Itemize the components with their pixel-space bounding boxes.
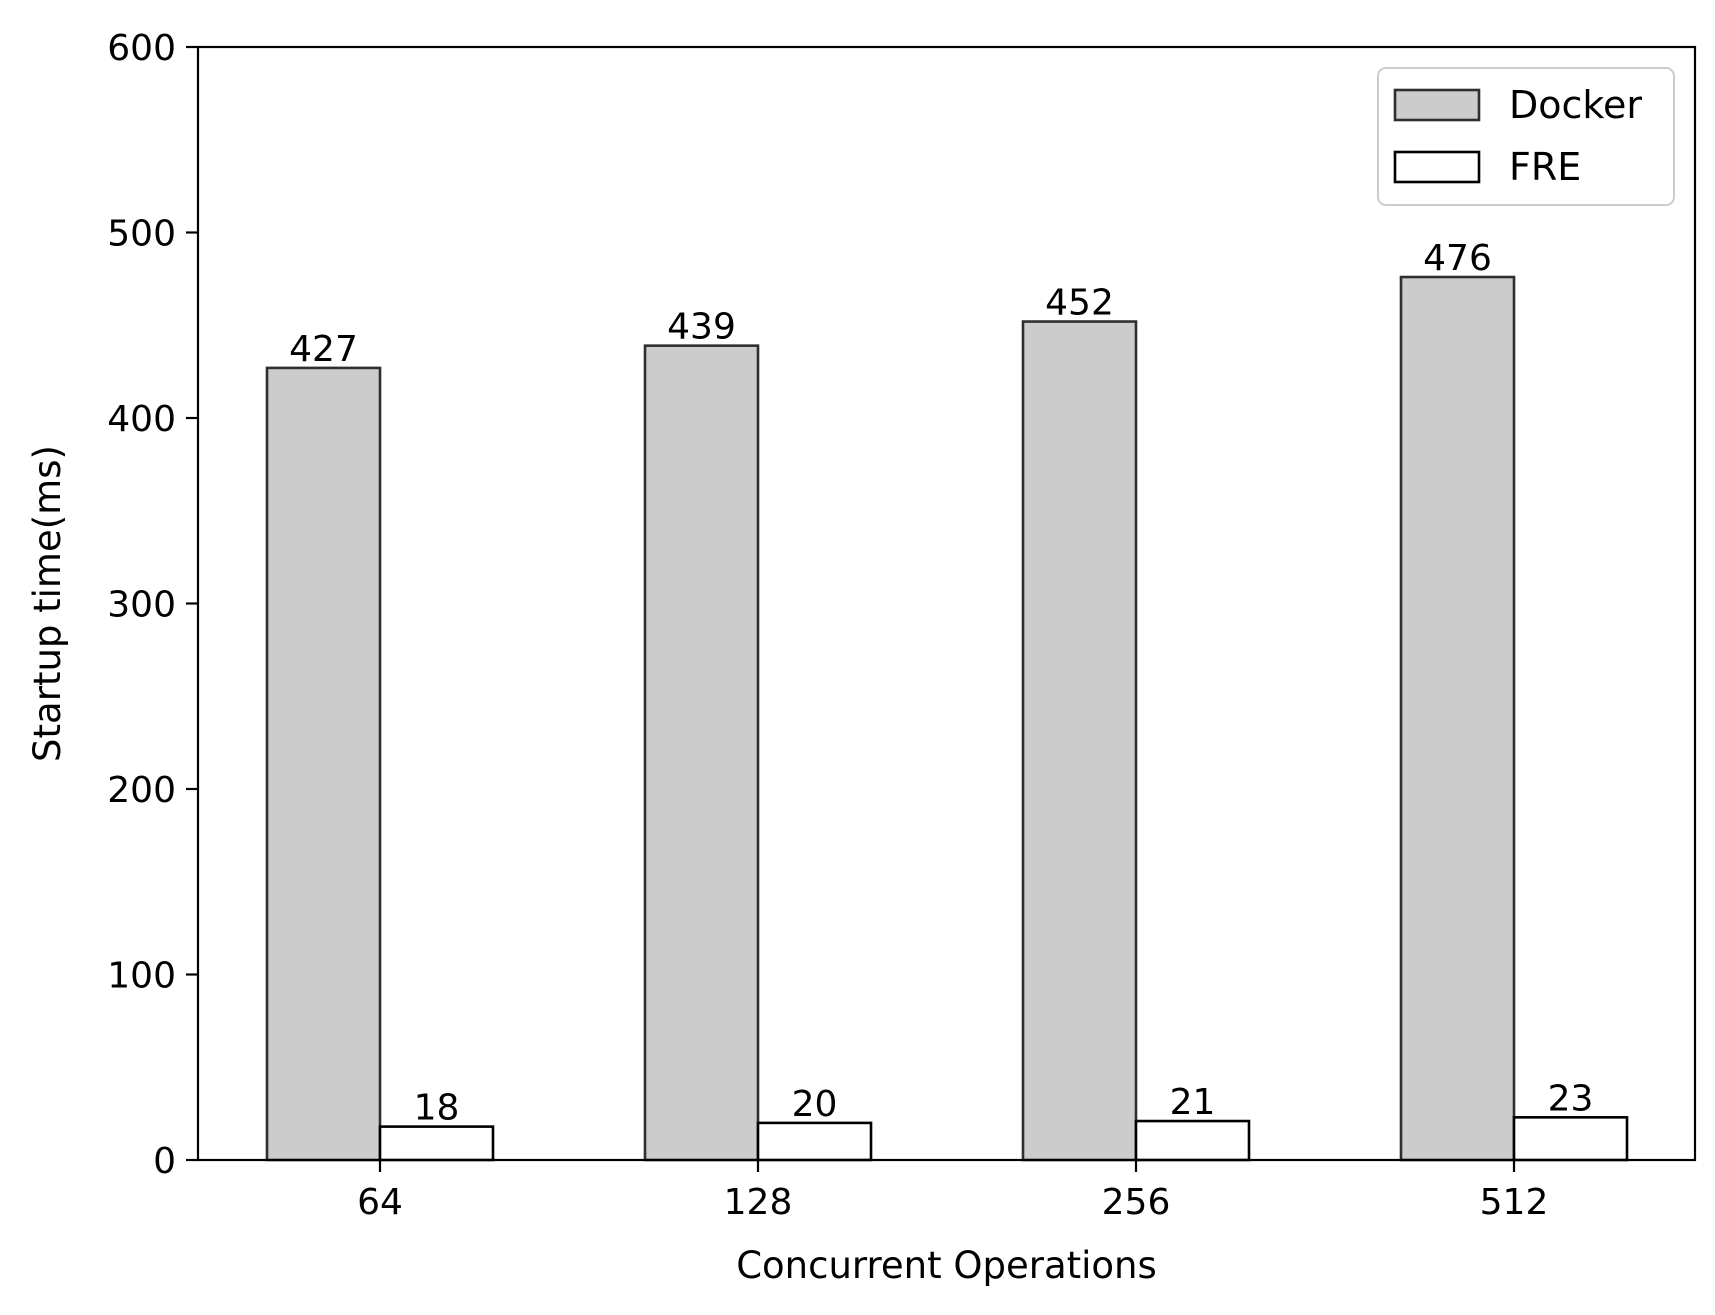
data-label-fre-128: 20 [792,1084,838,1125]
bars-layer [265,275,1629,1162]
x-tick-label-128: 128 [724,1182,793,1223]
legend-swatch-docker [1393,88,1481,122]
y-tick-label-300: 300 [107,585,176,626]
bar-fre-128 [756,1121,873,1162]
data-label-docker-256: 452 [1045,283,1114,324]
data-label-docker-128: 439 [667,307,736,348]
legend-label-fre: FRE [1509,145,1581,189]
bar-fre-256 [1134,1119,1251,1162]
y-tick-label-0: 0 [153,1141,176,1182]
y-tick-label-100: 100 [107,956,176,997]
y-tick-label-200: 200 [107,770,176,811]
bar-docker-64 [265,366,382,1162]
x-axis: 64 128 256 512 [357,1160,1548,1223]
legend: Docker FRE [1377,67,1675,206]
x-axis-title: Concurrent Operations [736,1244,1157,1287]
bar-docker-512 [1399,275,1516,1162]
data-label-fre-256: 21 [1170,1082,1216,1123]
y-axis-title: Startup time(ms) [26,445,69,762]
data-label-fre-64: 18 [414,1088,460,1129]
x-tick-label-64: 64 [357,1182,403,1223]
legend-swatch-fre [1393,150,1481,184]
x-tick-label-256: 256 [1102,1182,1171,1223]
data-label-fre-512: 23 [1548,1078,1594,1119]
bar-docker-256 [1021,320,1138,1162]
bar-docker-128 [643,344,760,1162]
data-label-docker-64: 427 [289,329,358,370]
bar-fre-64 [378,1125,495,1162]
y-tick-label-400: 400 [107,399,176,440]
y-tick-label-500: 500 [107,214,176,255]
data-labels-layer: 427 439 452 476 18 20 21 23 [289,238,1593,1129]
bar-fre-512 [1512,1116,1629,1162]
data-label-docker-512: 476 [1423,238,1492,279]
legend-label-docker: Docker [1509,83,1642,127]
y-tick-label-600: 600 [107,28,176,69]
x-tick-label-512: 512 [1480,1182,1549,1223]
y-axis: 0 100 200 300 400 500 600 [107,28,198,1182]
